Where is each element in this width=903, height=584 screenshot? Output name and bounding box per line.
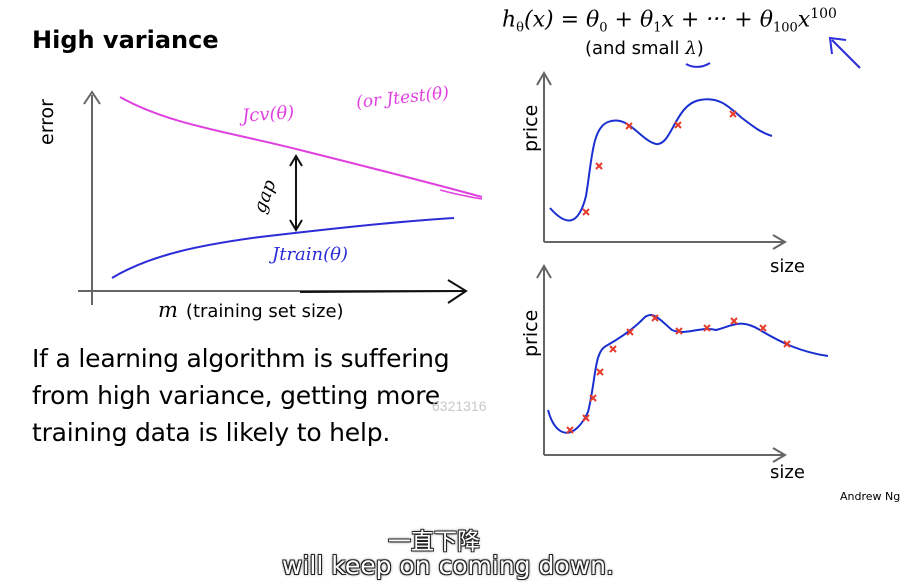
- author-credit: Andrew Ng: [840, 490, 901, 503]
- slide-title: High variance: [32, 26, 219, 54]
- training-size-arrow: [299, 279, 468, 304]
- hypothesis-formula: hθ(x) = θ0 + θ1x + ··· + θ100x100: [502, 6, 837, 36]
- error-axis-label: error: [36, 99, 58, 145]
- subtitle-chinese: 一直下降: [388, 529, 480, 555]
- price-label-top: price: [520, 104, 542, 152]
- lambda-arrow: [828, 36, 861, 69]
- bottom-data-points: [566, 314, 791, 434]
- top-fit-curve: [549, 98, 773, 222]
- cv-error-curve: [119, 96, 483, 198]
- size-label-top: size: [770, 256, 805, 277]
- explanation-paragraph: If a learning algorithm is suffering fro…: [32, 344, 450, 447]
- subtitle-english: will keep on coming down.: [282, 551, 614, 580]
- lambda-underline: [685, 62, 711, 68]
- bottom-fit-curve: [547, 314, 829, 434]
- top-data-points: [582, 110, 737, 216]
- price-label-bottom: price: [520, 309, 542, 357]
- top-plot-axes: [536, 71, 787, 250]
- small-lambda-note: (and small λ): [585, 38, 704, 59]
- training-set-size-label: m (training set size): [158, 298, 344, 322]
- size-label-bottom: size: [770, 462, 805, 483]
- watermark: 6321316: [432, 398, 487, 414]
- gap-arrow: [289, 154, 303, 232]
- jcv-label: Jcv(θ): [241, 102, 296, 127]
- train-error-curve: [111, 217, 455, 279]
- lambda-symbol: λ: [685, 38, 697, 59]
- jtrain-label: Jtrain(θ): [272, 244, 349, 265]
- bottom-plot-axes: [536, 264, 787, 463]
- cv-error-curve-tail: [439, 189, 483, 200]
